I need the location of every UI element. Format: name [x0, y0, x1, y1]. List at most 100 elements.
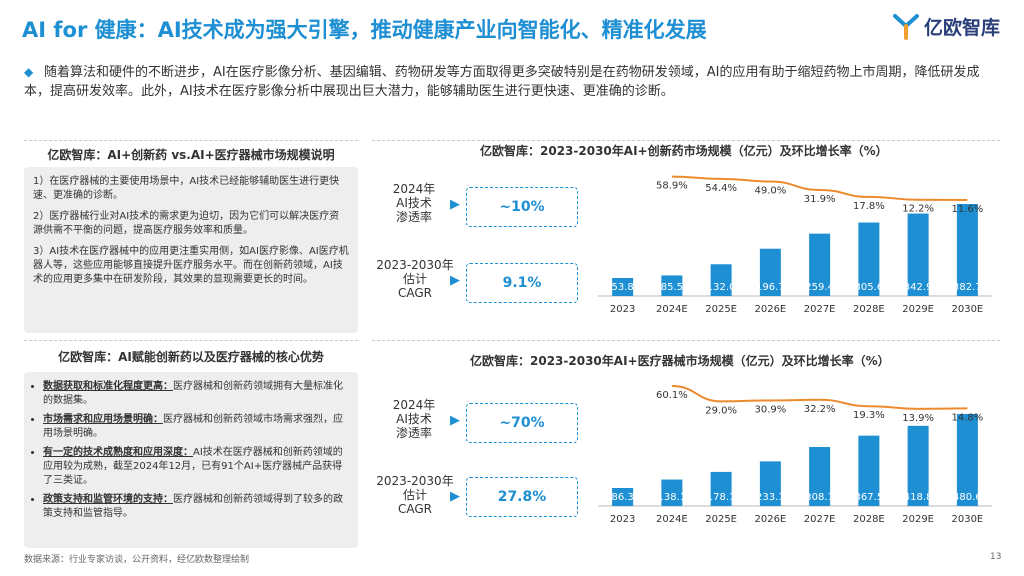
growth-rate-label: 31.9% — [804, 194, 836, 205]
advantage-heading: 有一定的技术成熟度和应用深度： — [43, 447, 193, 458]
cagr-label-line: CAGR — [397, 286, 432, 300]
advantage-text: AI技术在医疗器械和创新药领域的应用较为成熟，截至2024年12月，已有91个A… — [43, 447, 343, 486]
bar-value-label: 178.1 — [707, 492, 736, 503]
list-item: 2）医疗器械行业对AI技术的需求更为迫切，因为它们可以解决医疗资源供需不平衡的问… — [33, 211, 340, 236]
advantage-heading: 政策支持和监管环境的支持： — [43, 494, 173, 505]
bar — [661, 479, 683, 506]
bar-value-label: 86.3 — [611, 492, 633, 503]
chart-title-device: 亿欧智库：2023-2030年AI+医疗器械市场规模（亿元）及环比增长率（%） — [470, 354, 890, 368]
x-tick-label: 2024E — [656, 304, 688, 315]
cagr-label-line: 估计 — [402, 272, 427, 286]
bar-value-label: 233.1 — [756, 492, 785, 503]
arrow-icon: ▶ — [450, 197, 460, 212]
penetration-label-line: 渗透率 — [395, 426, 432, 440]
list-item: 有一定的技术成熟度和应用深度：AI技术在医疗器械和创新药领域的应用较为成熟，截至… — [43, 446, 351, 488]
growth-rate-label: 14.8% — [951, 412, 983, 423]
growth-rate-label: 30.9% — [754, 404, 786, 415]
bar-value-label: 85.5 — [661, 282, 683, 293]
x-tick-label: 2028E — [853, 514, 885, 525]
bar — [612, 488, 634, 506]
chart-title-drug: 亿欧智库：2023-2030年AI+创新药市场规模（亿元）及环比增长率（%） — [480, 144, 888, 158]
bar — [858, 435, 880, 506]
x-tick-label: 2025E — [705, 514, 737, 525]
bar-value-label: 259.4 — [805, 282, 834, 293]
drug-penetration-value: ~10% — [466, 187, 578, 227]
divider — [372, 340, 1000, 341]
bar-value-label: 138.1 — [658, 492, 687, 503]
bar-value-label: 342.9 — [904, 282, 933, 293]
cagr-label: 2023-2030年 估计 CAGR — [372, 258, 458, 300]
cagr-label-line: 估计 — [402, 488, 427, 502]
x-tick-label: 2023 — [610, 514, 635, 525]
x-tick-label: 2024E — [656, 514, 688, 525]
penetration-label: 2024年 AI技术 渗透率 — [384, 398, 444, 440]
growth-rate-line — [671, 175, 968, 201]
x-tick-label: 2023 — [610, 304, 635, 315]
penetration-label-line: AI技术 — [396, 412, 432, 426]
x-tick-label: 2029E — [902, 514, 934, 525]
bar — [956, 204, 978, 296]
source-note: 数据来源：行业专家访谈，公开资料，经亿欧数整理绘制 — [24, 555, 250, 565]
growth-rate-label: 29.0% — [705, 405, 737, 416]
growth-rate-label: 11.6% — [951, 204, 983, 215]
divider — [24, 140, 358, 141]
growth-rate-label: 54.4% — [705, 183, 737, 194]
bar — [858, 222, 880, 296]
list-item: 政策支持和监管环境的支持：医疗器械和创新药领域得到了较多的政策支持和监管指导。 — [43, 493, 351, 521]
arrow-icon: ▶ — [450, 273, 460, 288]
bar — [710, 471, 732, 506]
bar — [809, 447, 831, 506]
advantage-text: 医疗器械和创新药领域市场需求强烈，应用场景明确。 — [43, 414, 343, 439]
bar — [661, 275, 683, 296]
bar-value-label: 308.1 — [805, 492, 834, 503]
bar — [759, 461, 781, 506]
growth-rate-label: 19.3% — [853, 410, 885, 421]
x-tick-label: 2028E — [853, 304, 885, 315]
logo-text: 亿欧智库 — [924, 16, 1001, 39]
list-item: 数据获取和标准化程度更高：医疗器械和创新药领域拥有大量标准化的数据集。 — [43, 380, 351, 408]
penetration-label-line: 2024年 — [392, 398, 436, 412]
bar — [809, 233, 831, 296]
growth-rate-label: 17.8% — [853, 201, 885, 212]
intro-text: 随着算法和硬件的不断进步，AI在医疗影像分析、基因编辑、药物研发等方面取得更多突… — [24, 65, 980, 99]
list-item: 1）在医疗器械的主要使用场景中，AI技术已经能够辅助医生进行更快速、更准确的诊断… — [33, 176, 340, 201]
growth-rate-label: 32.2% — [804, 404, 836, 415]
penetration-label-line: 2024年 — [392, 182, 436, 196]
bar-value-label: 382.7 — [953, 282, 982, 293]
x-tick-label: 2026E — [754, 514, 786, 525]
growth-rate-label: 12.2% — [902, 204, 934, 215]
bar-value-label: 367.5 — [855, 492, 884, 503]
page-number: 13 — [990, 552, 1002, 562]
growth-rate-label: 60.1% — [656, 390, 688, 401]
x-tick-label: 2030E — [951, 514, 983, 525]
arrow-icon: ▶ — [450, 489, 460, 504]
chart-device: 86.3 2023 138.1 2024E 178.1 2025E 233.1 2026E 30… — [598, 385, 992, 525]
penetration-label: 2024年 AI技术 渗透率 — [384, 182, 444, 224]
core-advantages-box: 数据获取和标准化程度更高：医疗器械和创新药领域拥有大量标准化的数据集。 市场需求… — [24, 372, 358, 548]
logo: 亿欧智库 — [892, 12, 1000, 40]
chart-drug: 53.8 2023 85.5 2024E 132.0 2025E 196.7 2026E 259… — [598, 175, 992, 315]
advantages-list: 数据获取和标准化程度更高：医疗器械和创新药领域拥有大量标准化的数据集。 市场需求… — [31, 380, 351, 521]
bar — [956, 414, 978, 506]
left-top-title: 亿欧智库：AI+创新药 vs.AI+医疗器械市场规模说明 — [47, 148, 335, 162]
drug-cagr-value: 9.1% — [466, 263, 578, 303]
growth-rate-line — [671, 385, 968, 410]
divider — [24, 340, 358, 341]
market-size-explanation-box: 1）在医疗器械的主要使用场景中，AI技术已经能够辅助医生进行更快速、更准确的诊断… — [24, 167, 358, 333]
diamond-bullet-icon: ◆ — [24, 65, 34, 79]
divider — [372, 140, 1000, 141]
bar — [612, 278, 634, 296]
bar — [907, 213, 929, 296]
x-tick-label: 2026E — [754, 304, 786, 315]
bar-value-label: 418.8 — [904, 492, 933, 503]
bar — [907, 425, 929, 506]
advantage-heading: 数据获取和标准化程度更高： — [43, 381, 173, 392]
bar-value-label: 132.0 — [707, 282, 736, 293]
list-item: 3）AI技术在医疗器械中的应用更注重实用侧，如AI医疗影像、AI医疗机器人等，这… — [33, 246, 349, 285]
device-penetration-value: ~70% — [466, 403, 578, 443]
growth-rate-label: 58.9% — [656, 181, 688, 192]
x-tick-label: 2027E — [804, 514, 836, 525]
penetration-label-line: 渗透率 — [395, 210, 432, 224]
x-tick-label: 2030E — [951, 304, 983, 315]
page-title: AI for 健康：AI技术成为强大引擎，推动健康产业向智能化、精准化发展 — [22, 18, 707, 42]
